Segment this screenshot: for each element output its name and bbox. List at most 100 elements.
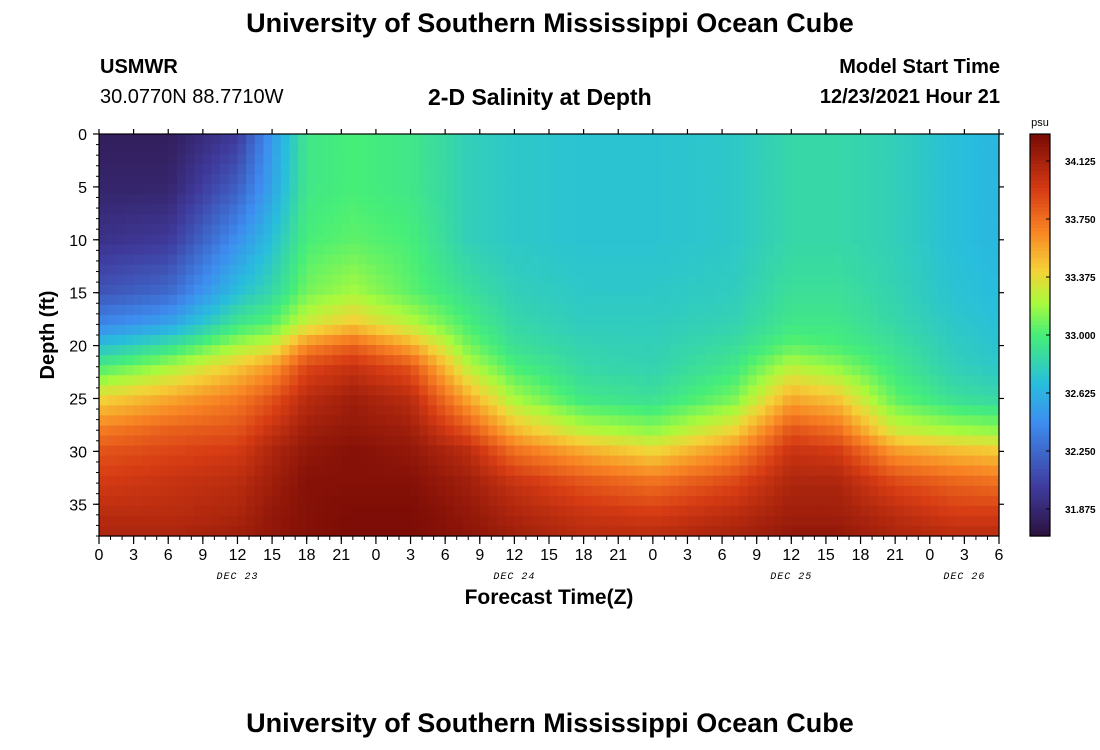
station-name: USMWR (100, 56, 178, 78)
heatmap-cell (514, 294, 524, 306)
heatmap-cell (514, 184, 524, 195)
heatmap-cell (367, 445, 377, 457)
heatmap-cell (843, 274, 853, 286)
heatmap-cell (825, 345, 836, 356)
heatmap-cell (176, 274, 187, 286)
heatmap-cell (886, 495, 896, 507)
heatmap-cell (955, 264, 965, 276)
heatmap-cell (825, 154, 836, 165)
heatmap-cell (367, 244, 377, 256)
heatmap-cell (618, 244, 628, 256)
heatmap-cell (903, 134, 914, 145)
heatmap-cell (557, 455, 567, 467)
heatmap-cell (678, 365, 689, 376)
heatmap-cell (704, 134, 715, 145)
heatmap-cell (756, 345, 766, 356)
heatmap-cell (618, 515, 628, 527)
heatmap-cell (973, 184, 983, 195)
heatmap-cell (912, 254, 922, 266)
heatmap-cell (825, 485, 836, 497)
heatmap-cell (661, 284, 671, 296)
heatmap-cell (384, 294, 394, 306)
heatmap-cell (903, 375, 914, 386)
heatmap-cell (150, 435, 161, 447)
heatmap-cell (150, 284, 161, 296)
heatmap-cell (453, 284, 464, 296)
heatmap-cell (176, 365, 187, 376)
heatmap-cell (877, 314, 888, 326)
heatmap-cell (176, 375, 187, 386)
heatmap-cell (600, 505, 611, 517)
heatmap-cell (185, 485, 195, 497)
heatmap-cell (748, 264, 758, 276)
heatmap-cell (445, 264, 455, 276)
heatmap-cell (358, 385, 368, 396)
heatmap-cell (254, 475, 265, 487)
heatmap-cell (289, 234, 299, 246)
heatmap-cell (375, 234, 386, 246)
heatmap-cell (877, 475, 888, 487)
heatmap-cell (678, 475, 689, 487)
heatmap-cell (523, 515, 533, 527)
heatmap-cell (947, 224, 957, 236)
heatmap-cell (981, 505, 991, 517)
colorbar-segment (1030, 348, 1050, 353)
heatmap-cell (730, 134, 740, 145)
heatmap-cell (497, 445, 507, 457)
heatmap-cell (696, 375, 706, 386)
heatmap-cell (756, 244, 766, 256)
heatmap-cell (869, 525, 879, 537)
heatmap-cell (168, 264, 178, 276)
heatmap-cell (722, 184, 732, 195)
heatmap-cell (774, 365, 784, 376)
heatmap-cell (116, 465, 126, 477)
heatmap-cell (687, 184, 697, 195)
heatmap-cell (540, 505, 550, 517)
heatmap-cell (938, 194, 948, 205)
heatmap-cell (324, 345, 334, 356)
heatmap-cell (713, 154, 723, 165)
heatmap-cell (393, 284, 403, 296)
colorbar-segment (1030, 381, 1050, 386)
heatmap-cell (176, 445, 187, 457)
heatmap-cell (358, 485, 368, 497)
heatmap-cell (280, 134, 290, 145)
heatmap-cell (367, 425, 377, 437)
heatmap-cell (756, 174, 766, 185)
heatmap-cell (185, 194, 195, 205)
heatmap-cell (903, 495, 914, 507)
heatmap-cell (228, 425, 239, 437)
heatmap-cell (211, 144, 221, 155)
heatmap-cell (254, 264, 265, 276)
heatmap-cell (609, 395, 619, 406)
heatmap-cell (298, 294, 308, 306)
heatmap-cell (453, 134, 464, 145)
heatmap-cell (324, 194, 334, 205)
heatmap-cell (211, 204, 221, 215)
heatmap-cell (479, 485, 490, 497)
heatmap-cell (228, 134, 239, 145)
heatmap-cell (488, 204, 498, 215)
heatmap-cell (817, 435, 827, 447)
heatmap-cell (124, 254, 135, 266)
heatmap-cell (955, 154, 965, 165)
heatmap-cell (436, 224, 446, 236)
heatmap-cell (142, 214, 152, 226)
heatmap-cell (168, 445, 178, 457)
heatmap-cell (748, 204, 758, 215)
heatmap-cell (298, 405, 308, 416)
heatmap-cell (133, 314, 143, 326)
heatmap-cell (289, 515, 299, 527)
heatmap-cell (263, 365, 273, 376)
heatmap-cell (912, 134, 922, 145)
heatmap-cell (116, 304, 126, 316)
heatmap-cell (696, 154, 706, 165)
heatmap-cell (644, 134, 654, 145)
heatmap-cell (116, 324, 126, 336)
heatmap-cell (825, 174, 836, 185)
heatmap-cell (549, 214, 559, 226)
heatmap-cell (739, 194, 749, 205)
heatmap-cell (462, 144, 472, 155)
heatmap-cell (185, 415, 195, 427)
heatmap-cell (445, 425, 455, 437)
